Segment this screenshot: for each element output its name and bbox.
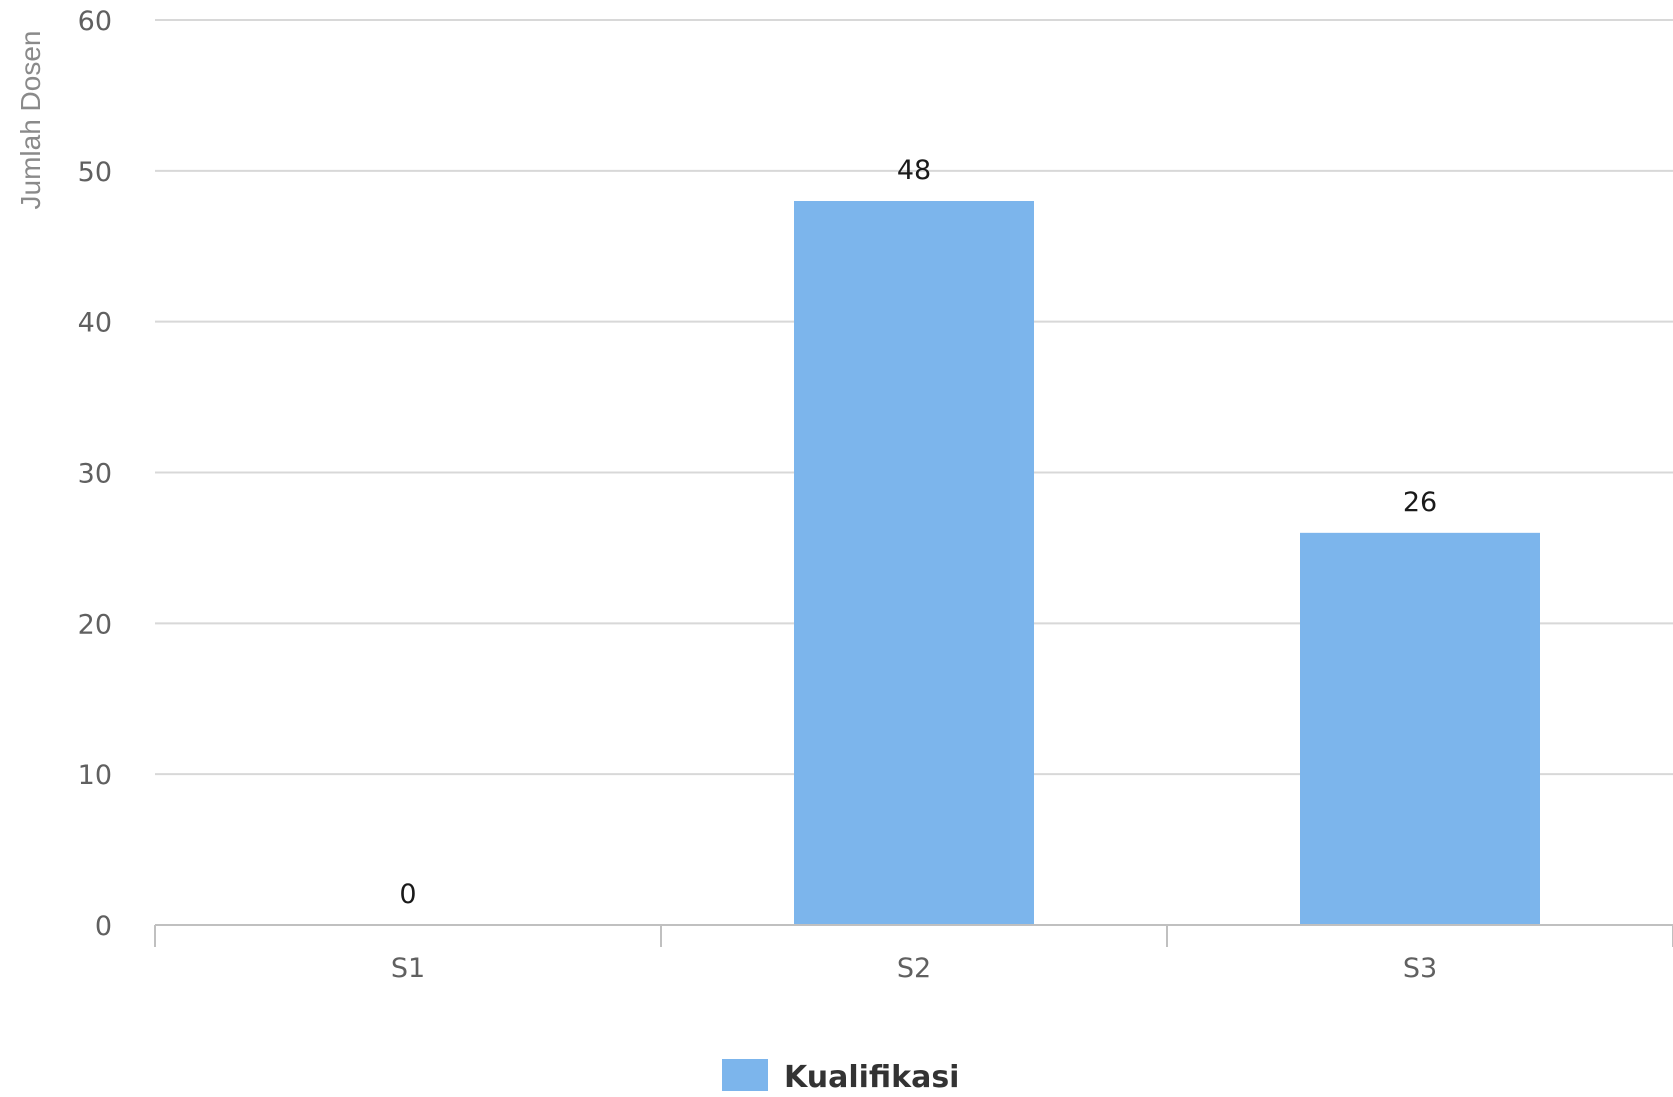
y-tick-label: 50: [78, 157, 112, 188]
bar-s2[interactable]: [794, 201, 1034, 925]
legend[interactable]: Kualifikasi: [722, 1059, 959, 1095]
x-tick-label: S3: [1403, 953, 1437, 984]
y-tick-label: 20: [78, 609, 112, 640]
legend-swatch[interactable]: [722, 1059, 768, 1091]
x-tick-label: S1: [391, 953, 425, 984]
data-label-s2: 48: [897, 155, 931, 186]
y-tick-label: 10: [78, 760, 112, 791]
y-tick-label: 40: [78, 308, 112, 339]
y-tick-label: 60: [78, 6, 112, 37]
data-label-s1: 0: [399, 879, 416, 910]
bars: [794, 201, 1540, 925]
y-axis-title: Jumlah Dosen: [15, 31, 46, 210]
legend-label-kualifikasi[interactable]: Kualifikasi: [784, 1060, 959, 1095]
data-label-s3: 26: [1403, 487, 1437, 518]
x-tick-label: S2: [897, 953, 931, 984]
x-axis: S1 S2 S3: [154, 924, 1673, 984]
y-axis-ticks: 0 10 20 30 40 50 60: [78, 6, 112, 942]
data-labels: 0 48 26: [399, 155, 1437, 910]
y-tick-label: 30: [78, 459, 112, 490]
y-tick-label: 0: [95, 911, 112, 942]
bar-s3[interactable]: [1300, 532, 1540, 925]
